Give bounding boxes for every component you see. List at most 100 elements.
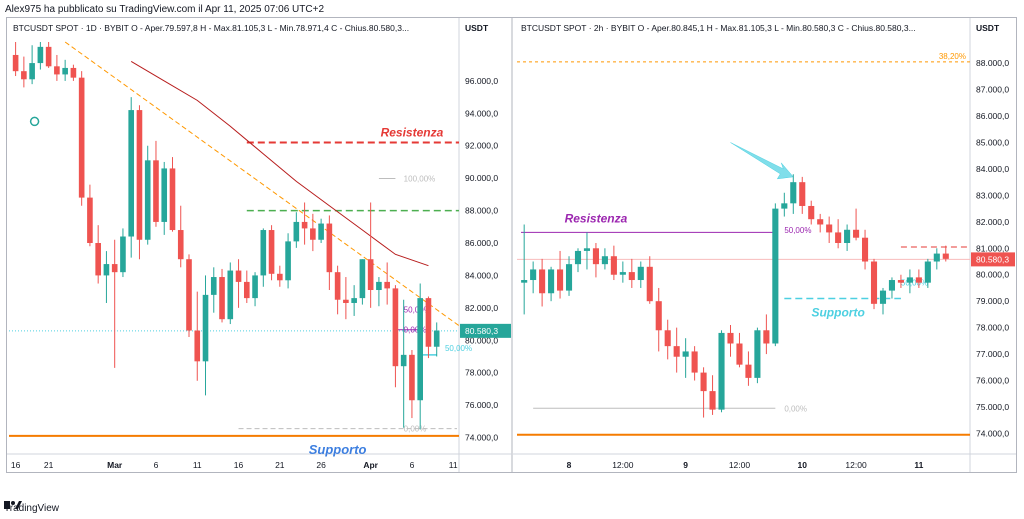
panel-2-candle-body xyxy=(700,372,707,392)
panel-1-trendline xyxy=(64,41,460,327)
panel-1-y-tick-label: 80.000,0 xyxy=(465,335,498,345)
panel-2-candle-body xyxy=(736,343,743,365)
panel-1-y-tick-label: 76.000,0 xyxy=(465,400,498,410)
panel-1-candle-body xyxy=(235,270,242,282)
panel-2-candle-body xyxy=(601,256,608,265)
panel-1-last-price-tag xyxy=(460,323,511,338)
panel-2-x-tick-label: 9 xyxy=(683,460,688,470)
panel-1-candle-body xyxy=(277,273,283,281)
panel-2-candle-body xyxy=(835,232,842,243)
panel-1-candle-body xyxy=(384,281,390,289)
panel-2-candle-body xyxy=(718,332,725,410)
panel-1-x-tick-label: Mar xyxy=(107,460,123,470)
panel-1-candle-body xyxy=(219,277,225,320)
panel-2-fib-label: 50,00% xyxy=(784,226,811,235)
panel-1-candle-body xyxy=(54,66,60,75)
panel-1-x-tick-label: Apr xyxy=(363,460,378,470)
panel-2-candle-body xyxy=(646,266,653,302)
panel-2-y-tick-label: 82.000,0 xyxy=(976,217,1009,227)
panel-1-last-price-label: 80.580,3 xyxy=(465,326,498,336)
panel-2-candle-body xyxy=(610,256,617,275)
panel-1-resistance-label: Resistenza xyxy=(381,126,444,140)
panel-1-x-tick-label: 6 xyxy=(410,460,415,470)
panel-1-x-tick-label: 16 xyxy=(234,460,244,470)
panel-2-y-tick-label: 78.000,0 xyxy=(976,323,1009,333)
panel-1-candle-body xyxy=(260,230,267,276)
panel-2-candle-body xyxy=(826,224,833,233)
panel-2-candle-body xyxy=(521,280,528,283)
panel-1-candle-body xyxy=(310,228,316,240)
panel-2-candle-body xyxy=(808,205,815,220)
panel-1-candle-body xyxy=(136,110,143,240)
panel-2-x-tick-label: 12:00 xyxy=(729,460,751,470)
panel-2-candle-body xyxy=(530,269,537,281)
panel-1-candle-body xyxy=(103,264,110,276)
panel-1-candle-body xyxy=(433,330,440,347)
panel-1-candle-body xyxy=(45,46,52,67)
panel-2-candle-body xyxy=(637,266,644,281)
panel-1-y-tick-label: 84.000,0 xyxy=(465,270,498,280)
panel-2-x-tick-label: 10 xyxy=(798,460,808,470)
panel-2-candle-body xyxy=(754,330,761,378)
panel-2-x-tick-label: 11 xyxy=(914,460,923,470)
panel-2-arrow-annotation xyxy=(730,142,794,180)
panel-2-candle-body xyxy=(933,253,940,262)
panel-2-candle-body xyxy=(574,250,582,265)
panel-2-y-tick-label: 85.000,0 xyxy=(976,138,1009,148)
panel-2-candle-body xyxy=(799,182,806,206)
panel-2-fib-label: 0,00% xyxy=(784,404,807,413)
panel-2-candle-body xyxy=(628,272,635,281)
panel-1-candle-body xyxy=(285,241,291,281)
panel-1-candle-body xyxy=(252,275,258,299)
panel-1-y-tick-label: 78.000,0 xyxy=(465,368,498,378)
panel-2-y-tick-label: 75.000,0 xyxy=(976,402,1009,412)
panel-2-y-tick-label: 79.000,0 xyxy=(976,296,1009,306)
panel-2-y-tick-label: 87.000,0 xyxy=(976,85,1009,95)
panel-2-candle-body xyxy=(790,182,797,204)
panel-2-symbol-header: BTCUSDT SPOT · 2h · BYBIT O - Aper.80.84… xyxy=(521,23,916,33)
panel-1-fib-label: 100,00% xyxy=(404,174,436,183)
panel-2-candle-body xyxy=(906,277,913,283)
panel-1-candle-body xyxy=(128,110,135,237)
panel-1-candle-body xyxy=(409,354,415,401)
panel-2-candle-body xyxy=(942,253,949,259)
panel-1-candle-body xyxy=(326,223,333,273)
panel-1-candle-body xyxy=(144,160,151,240)
panel-2-candle-body xyxy=(915,277,922,283)
panel-2-y-tick-label: 84.000,0 xyxy=(976,164,1009,174)
panel-2-candle-body xyxy=(763,330,770,344)
panel-2-candle-body xyxy=(888,280,896,291)
chart-canvas[interactable]: BTCUSDT SPOT · 1D · BYBIT O - Aper.79.59… xyxy=(7,18,1016,472)
panel-1-candle-body xyxy=(293,221,300,242)
panel-1-candle-body xyxy=(62,67,68,75)
panel-1-candle-body xyxy=(367,259,374,291)
panel-1-currency-label: USDT xyxy=(465,23,489,33)
panel-1-cyan-level-label: 50,00% xyxy=(445,344,472,353)
panel-1-candle-body xyxy=(227,270,234,320)
brand-label: TradingView xyxy=(4,502,60,514)
panel-1-x-tick-label: 11 xyxy=(193,460,202,470)
panel-1-candle-body xyxy=(70,67,77,78)
panel-1-candle-body xyxy=(21,71,27,80)
panel-1-candle-body xyxy=(425,298,432,347)
panel-1-candle-body xyxy=(268,230,275,274)
panel-2-candle-body xyxy=(897,280,904,283)
panel-1-candle-body xyxy=(301,221,308,229)
panel-1-x-tick-label: 26 xyxy=(316,460,326,470)
panel-2-candle-body xyxy=(592,248,599,265)
panel-2-candle-body xyxy=(664,330,671,347)
panel-2-candle-body xyxy=(548,269,555,294)
panel-2-y-tick-label: 76.000,0 xyxy=(976,376,1009,386)
panel-2-y-tick-label: 88.000,0 xyxy=(976,58,1009,68)
panel-1-candle-body xyxy=(351,298,357,303)
panel-1-y-tick-label: 92.000,0 xyxy=(465,141,498,151)
panel-1-candle-body xyxy=(417,298,423,401)
panel-1-candle-body xyxy=(29,63,35,80)
panel-2-last-price-label: 80.580,3 xyxy=(976,254,1009,264)
panel-2-fib-label: 50,00% xyxy=(901,279,928,288)
panel-2-y-tick-label: 77.000,0 xyxy=(976,349,1009,359)
panel-1-candle-body xyxy=(334,272,341,300)
panel-2-candle-body xyxy=(772,208,779,344)
panel-1-candle-body xyxy=(376,281,382,291)
panel-1-x-tick-label: 16 xyxy=(11,460,21,470)
